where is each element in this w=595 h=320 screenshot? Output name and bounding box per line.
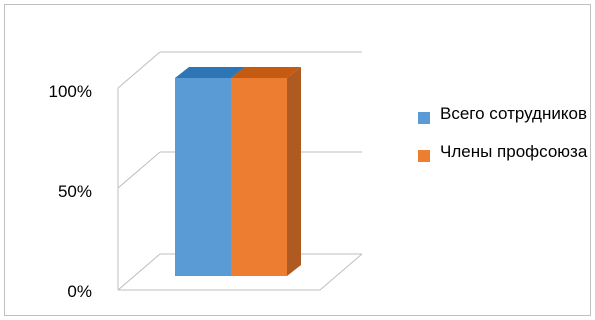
legend-item-total: Всего сотрудников — [414, 100, 589, 128]
y-tick-label: 100% — [49, 82, 92, 101]
gridline-0 — [117, 253, 161, 291]
legend: Всего сотрудников Члены профсоюза — [414, 100, 589, 176]
legend-swatch-members — [418, 150, 430, 162]
y-axis-ticks: 100% 50% 0% — [49, 82, 92, 301]
bar-top — [231, 67, 301, 78]
legend-label-total: Всего сотрудников — [440, 104, 587, 123]
legend-label-members: Члены профсоюза — [440, 142, 588, 161]
bar-members — [231, 78, 287, 276]
bar-total — [175, 78, 231, 276]
y-tick-label: 50% — [58, 182, 92, 201]
legend-swatch-total — [418, 112, 430, 124]
legend-item-members: Члены профсоюза — [414, 138, 589, 166]
y-tick-label: 0% — [67, 282, 92, 301]
gridline-50 — [117, 151, 161, 189]
gridline-100 — [117, 51, 161, 89]
floor — [118, 253, 363, 291]
bar-side — [287, 67, 301, 276]
bars — [175, 67, 301, 276]
bar-top — [175, 67, 245, 78]
